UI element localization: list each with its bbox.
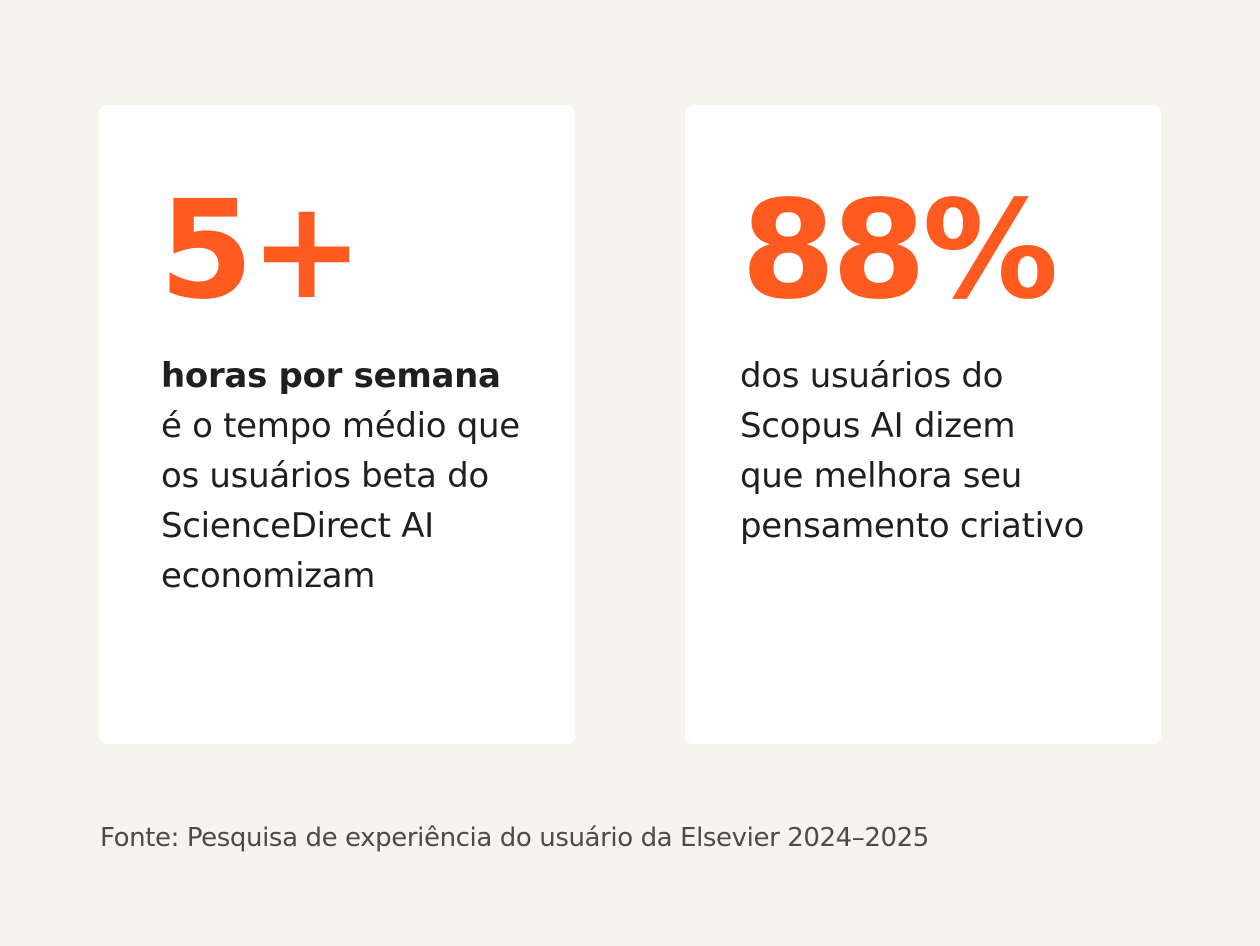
- source-note: Fonte: Pesquisa de experiência do usuári…: [100, 823, 929, 853]
- stat-description-line: economizam: [161, 556, 376, 596]
- stat-card-hours: 5+ horas por semana é o tempo médio que …: [99, 105, 575, 744]
- stat-description-line: Scopus AI dizem: [740, 406, 1016, 446]
- stat-description-line: é o tempo médio que: [161, 406, 520, 446]
- stat-value: 88%: [741, 172, 1059, 330]
- stat-highlight: horas por semana: [161, 356, 501, 396]
- stat-description-line: ScienceDirect AI: [161, 506, 434, 546]
- stat-description-line: que melhora seu: [740, 456, 1022, 496]
- stat-card-percent: 88% dos usuários do Scopus AI dizem que …: [685, 105, 1161, 744]
- stat-description: dos usuários do Scopus AI dizem que melh…: [740, 351, 1150, 551]
- stat-description: horas por semana é o tempo médio que os …: [161, 351, 561, 601]
- stat-value: 5+: [159, 172, 364, 330]
- stat-description-line: dos usuários do: [740, 356, 1004, 396]
- stat-description-line: pensamento criativo: [740, 506, 1085, 546]
- stat-description-line: os usuários beta do: [161, 456, 489, 496]
